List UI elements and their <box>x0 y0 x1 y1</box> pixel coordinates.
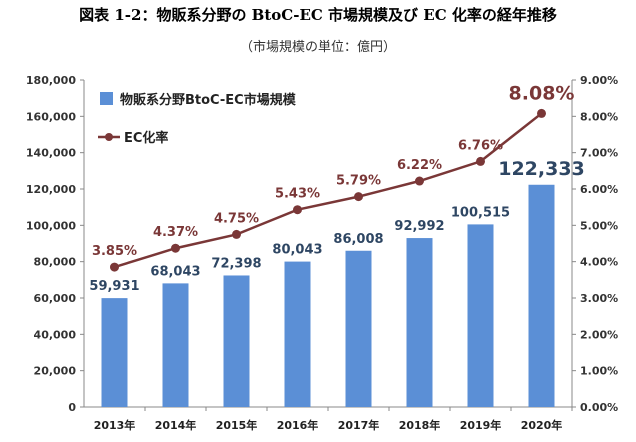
y-left-tick-label: 0 <box>68 401 76 414</box>
x-tick-label: 2015年 <box>216 418 258 432</box>
y-left-tick-label: 140,000 <box>26 147 76 160</box>
ec-rate-point <box>232 229 241 239</box>
x-tick-label: 2019年 <box>460 418 502 432</box>
ec-rate-line <box>114 112 543 269</box>
y-right-tick-label: 4.00% <box>580 256 618 269</box>
bar-data-label: 100,515 <box>451 205 510 220</box>
chart-subtitle: （市場規模の単位：億円） <box>239 40 396 55</box>
y-right-tick-label: 6.00% <box>580 183 618 196</box>
legend-line-label: EC化率 <box>124 130 168 146</box>
bar <box>101 298 128 407</box>
legend-bar-swatch <box>100 92 113 105</box>
y-left-tick-label: 40,000 <box>34 328 77 341</box>
bar <box>284 261 311 407</box>
ec-rate-data-label: 6.22% <box>397 158 442 173</box>
x-tick-label: 2020年 <box>521 418 563 432</box>
legend-bar-label: 物販系分野BtoC-EC市場規模 <box>120 92 297 108</box>
ec-rate-point <box>293 205 302 215</box>
ec-rate-point <box>354 192 363 202</box>
y-right-tick-label: 9.00% <box>580 74 618 87</box>
ec-rate-data-label: 4.37% <box>153 225 198 240</box>
bar-data-label: 80,043 <box>272 243 322 258</box>
ec-rate-data-label: 6.76% <box>458 138 503 153</box>
bar-data-label: 59,931 <box>89 279 139 294</box>
x-tick-label: 2013年 <box>94 418 136 432</box>
y-left-tick-label: 60,000 <box>34 292 77 305</box>
y-left-tick-label: 80,000 <box>34 256 77 269</box>
bar <box>528 184 555 407</box>
ec-rate-point <box>537 108 546 118</box>
x-tick-label: 2017年 <box>338 418 380 432</box>
bar <box>223 275 250 407</box>
y-left-tick-label: 160,000 <box>26 110 76 123</box>
bar-data-label: 86,008 <box>333 232 383 247</box>
y-right-tick-label: 1.00% <box>580 365 618 378</box>
ec-rate-point <box>476 156 485 166</box>
ec-rate-data-label: 3.85% <box>92 244 137 259</box>
ec-rate-data-label: 8.08% <box>509 82 575 104</box>
bar <box>345 250 372 407</box>
y-left-tick-label: 100,000 <box>26 219 76 232</box>
x-tick-label: 2018年 <box>399 418 441 432</box>
y-left-tick-label: 20,000 <box>34 365 77 378</box>
bar-data-label: 72,398 <box>211 256 261 271</box>
ec-rate-data-label: 5.43% <box>275 187 320 202</box>
ec-rate-data-label: 4.75% <box>214 211 259 226</box>
chart-title: 図表 1-2：物販系分野の BtoC-EC 市場規模及び EC 化率の経年推移 <box>79 6 557 24</box>
x-tick-label: 2016年 <box>277 418 319 432</box>
legend-line-marker <box>105 133 113 141</box>
ec-rate-point <box>415 176 424 186</box>
bar-data-label: 122,333 <box>498 158 585 180</box>
y-right-tick-label: 5.00% <box>580 219 618 232</box>
bar-data-label: 68,043 <box>150 264 200 279</box>
bar <box>467 224 494 407</box>
y-left-tick-label: 120,000 <box>26 183 76 196</box>
y-right-tick-label: 2.00% <box>580 328 618 341</box>
ec-rate-point <box>110 262 119 272</box>
y-right-tick-label: 8.00% <box>580 110 618 123</box>
bar-data-label: 92,992 <box>394 219 444 234</box>
ec-rate-point <box>171 243 180 253</box>
y-right-tick-label: 7.00% <box>580 147 618 160</box>
y-left-tick-label: 180,000 <box>26 74 76 87</box>
bar <box>162 283 189 407</box>
y-right-tick-label: 0.00% <box>580 401 618 414</box>
ec-rate-data-label: 5.79% <box>336 174 381 189</box>
bar <box>406 238 433 407</box>
x-tick-label: 2014年 <box>155 418 197 432</box>
y-right-tick-label: 3.00% <box>580 292 618 305</box>
